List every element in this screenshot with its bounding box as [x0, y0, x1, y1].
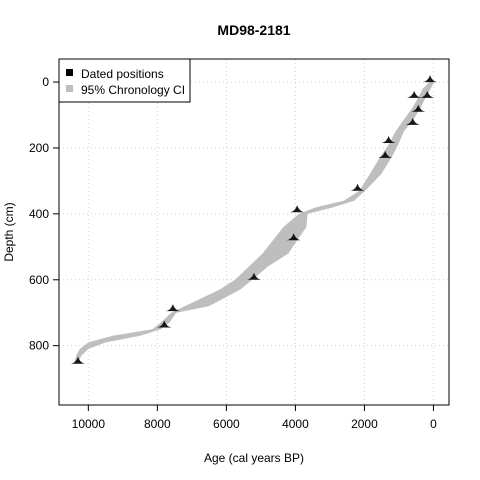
dated-position-marker: [290, 205, 305, 213]
dated-position-marker: [405, 117, 420, 125]
y-axis-label: Depth (cm): [2, 202, 16, 261]
dated-position-marker: [411, 104, 426, 112]
plot-frame: [58, 58, 450, 406]
legend-label-ci: 95% Chronology CI: [81, 83, 185, 97]
dated-position-marker: [423, 75, 438, 83]
y-tick-label: 0: [42, 75, 49, 89]
chart-title: MD98-2181: [217, 22, 290, 38]
x-tick-label: 6000: [213, 417, 240, 431]
dated-position-marker: [286, 233, 301, 241]
dated-position-marker: [420, 90, 435, 98]
y-axis: 0 200 400 600 800: [29, 75, 59, 353]
dated-position-marker: [165, 304, 180, 312]
legend-swatch-dated: [66, 69, 73, 76]
x-tick-label: 10000: [72, 417, 106, 431]
y-tick-label: 400: [29, 207, 49, 221]
x-tick-label: 2000: [351, 417, 378, 431]
x-tick-label: 0: [430, 417, 437, 431]
dated-positions: [70, 75, 438, 364]
legend-box: [58, 58, 191, 103]
y-tick-label: 200: [29, 141, 49, 155]
grid: [59, 59, 449, 405]
legend-label-dated: Dated positions: [81, 67, 164, 81]
ci-band-area: [74, 82, 435, 363]
dated-position-marker: [70, 356, 85, 364]
dated-position-marker: [407, 90, 422, 98]
y-tick-label: 800: [29, 339, 49, 353]
dated-position-marker: [378, 150, 393, 158]
y-tick-label: 600: [29, 273, 49, 287]
dated-position-marker: [157, 320, 172, 328]
legend: Dated positions 95% Chronology CI: [58, 58, 191, 103]
x-axis-label: Age (cal years BP): [204, 451, 304, 465]
chronology-ci-band: [74, 82, 435, 363]
dated-position-marker: [381, 136, 396, 144]
x-tick-label: 8000: [144, 417, 171, 431]
x-tick-label: 4000: [282, 417, 309, 431]
dated-position-marker: [350, 183, 365, 191]
dated-position-marker: [247, 272, 261, 280]
x-axis: 10000 8000 6000 4000 2000 0: [72, 405, 437, 431]
legend-swatch-ci: [66, 85, 73, 92]
